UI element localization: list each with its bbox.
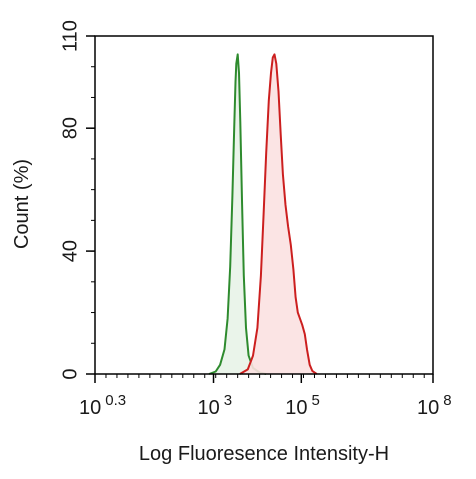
histogram-line-1: [208, 53, 267, 375]
x-tick-label-exponent: 0.3: [105, 392, 126, 409]
x-tick-label: 10 0.3: [79, 392, 126, 419]
x-tick-label-base: 10: [285, 397, 307, 419]
x-axis-label: Log Fluoresence Intensity-H: [139, 443, 389, 465]
x-tick-label-exponent: 8: [443, 392, 451, 409]
x-tick-label: 10 3: [198, 392, 233, 419]
y-tick-label: 80: [59, 117, 81, 139]
x-axis-ticks: 10 0.3 10 3 10 5 10 8: [79, 374, 452, 419]
y-tick-label: 40: [59, 240, 81, 262]
x-tick-label-exponent: 3: [224, 392, 232, 409]
histogram-fill-2: [239, 54, 317, 375]
histogram-areas: [208, 53, 318, 375]
histogram-line-2: [239, 53, 318, 375]
y-tick-label: 0: [59, 368, 81, 379]
x-tick-label-exponent: 5: [312, 392, 320, 409]
x-tick-label: 10 8: [417, 392, 452, 419]
y-tick-label: 110: [59, 20, 81, 52]
x-tick-label-base: 10: [198, 397, 220, 419]
histogram-fill-1: [209, 54, 267, 375]
x-tick-label-base: 10: [417, 397, 439, 419]
x-tick-label-base: 10: [79, 397, 101, 419]
y-axis-label: Count (%): [11, 159, 33, 249]
y-axis-ticks: 0 40 80 110: [59, 20, 95, 380]
x-tick-label: 10 5: [285, 392, 320, 419]
plot-border: [94, 35, 434, 375]
plot-frame: [94, 35, 434, 375]
